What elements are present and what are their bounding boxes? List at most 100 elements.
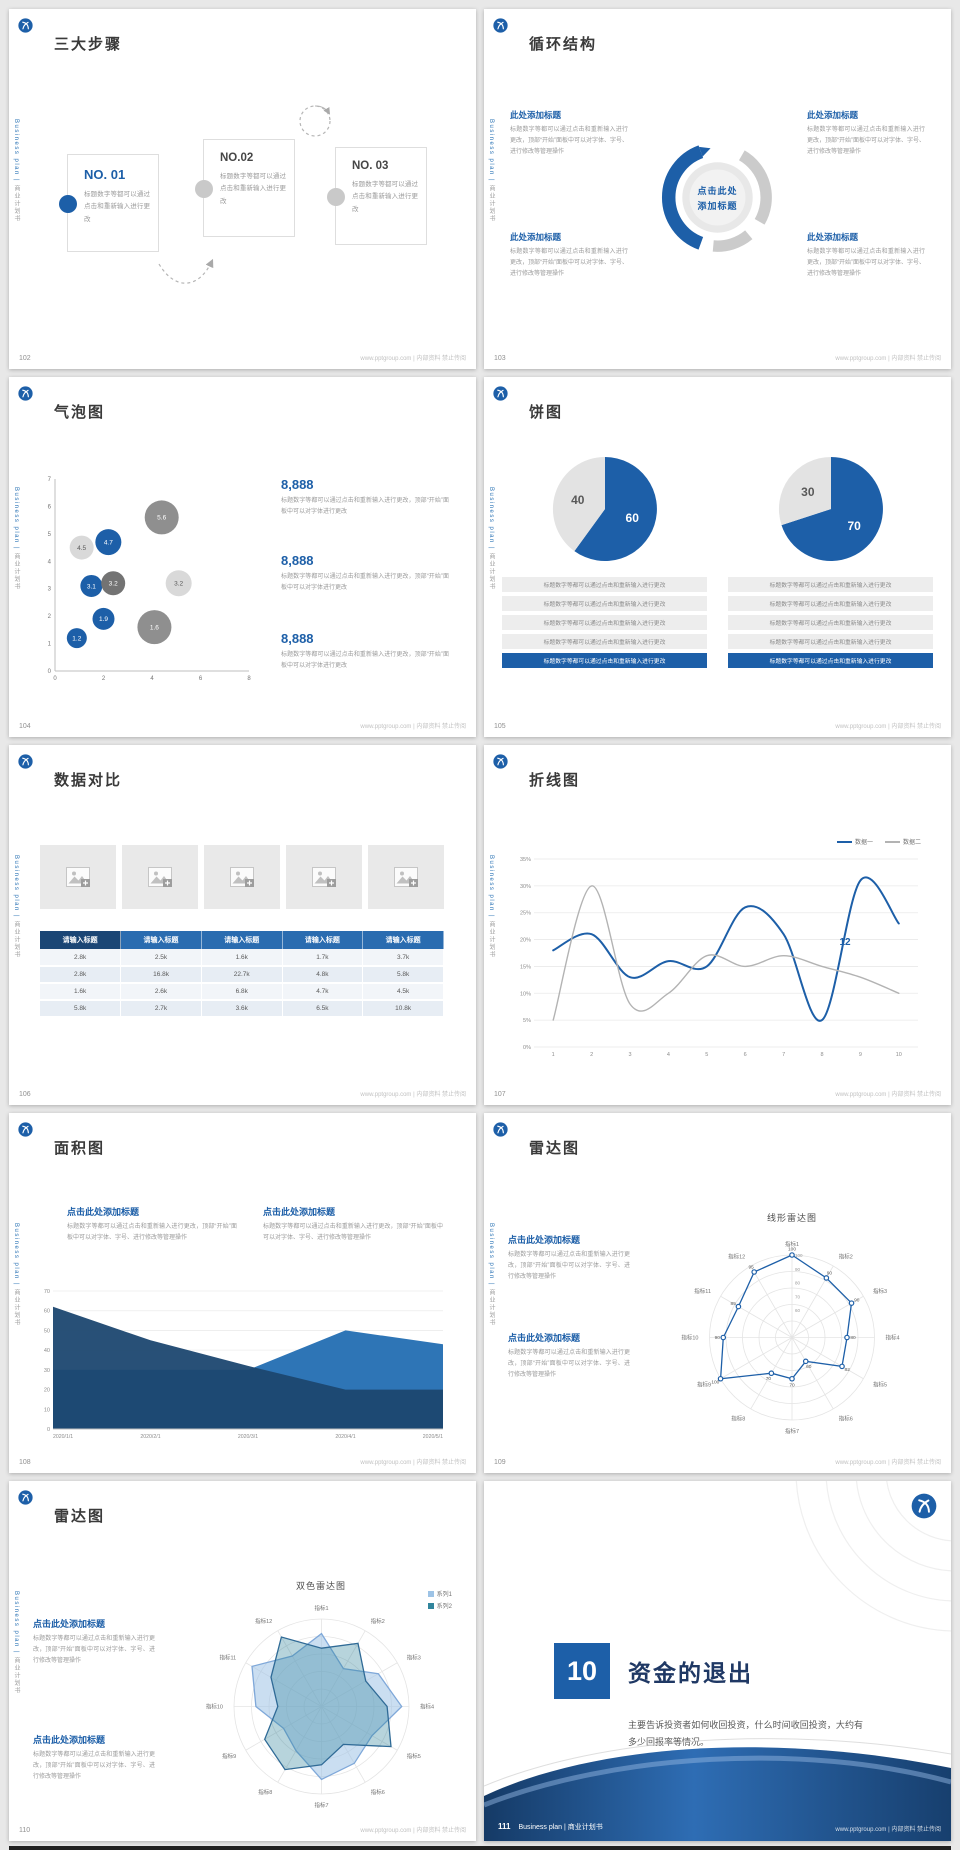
page-number: 107 bbox=[494, 1091, 506, 1098]
svg-text:4: 4 bbox=[150, 676, 154, 682]
svg-text:指标12: 指标12 bbox=[728, 1253, 745, 1261]
svg-text:0: 0 bbox=[47, 1427, 50, 1433]
svg-text:1: 1 bbox=[48, 642, 52, 648]
caption-row-highlight: 标题数字等都可以通过点击和重新输入进行更改 bbox=[502, 653, 707, 668]
brand-logo-icon bbox=[18, 754, 33, 769]
block-heading: 点击此处添加标题 bbox=[67, 1207, 140, 1217]
section-description: 主要告诉投资者如何收回投资，什么时间收回投资，大约有多少回报率等情况。 bbox=[628, 1720, 863, 1748]
step-text: 标题数字等都可以通过点击和重新输入进行更改 bbox=[220, 173, 286, 205]
sidebar-text-en: Business plan | bbox=[13, 119, 19, 186]
svg-text:6: 6 bbox=[48, 504, 52, 510]
slide-title: 雷达图 bbox=[54, 1508, 106, 1525]
line-chart-legend: 数据一 数据二 bbox=[836, 837, 921, 846]
page-number: 103 bbox=[494, 355, 506, 362]
block-text: 标题数字等都可以通过点击和重新输入进行更改，顶部“开始”面板中可以对字体、字号、… bbox=[508, 1252, 630, 1280]
block-text: 标题数字等都可以通过点击和重新输入进行更改，顶部“开始”面板中可以对字体、字号、… bbox=[510, 249, 628, 277]
svg-text:指标2: 指标2 bbox=[371, 1617, 385, 1625]
svg-text:80: 80 bbox=[795, 1281, 801, 1286]
svg-text:15%: 15% bbox=[520, 964, 531, 970]
svg-text:30: 30 bbox=[801, 485, 815, 499]
section-title: 资金的退出 bbox=[628, 1660, 753, 1686]
table-cell: 2.8k bbox=[40, 949, 122, 967]
page-number: 108 bbox=[19, 1459, 31, 1466]
footer-label: Business plan | 商业计划书 bbox=[518, 1824, 603, 1831]
sidebar-text-en: Business plan | bbox=[13, 1223, 19, 1290]
slide-title: 三大步骤 bbox=[54, 36, 123, 53]
caption-row: 标题数字等都可以通过点击和重新输入进行更改 bbox=[728, 634, 933, 649]
svg-text:60: 60 bbox=[795, 1308, 801, 1313]
svg-text:10: 10 bbox=[896, 1052, 902, 1058]
svg-text:6: 6 bbox=[199, 676, 203, 682]
svg-text:10: 10 bbox=[44, 1407, 50, 1413]
slide-title: 气泡图 bbox=[54, 404, 106, 421]
pie-column-left: 60 40 标题数字等都可以通过点击和重新输入进行更改 标题数字等都可以通过点击和… bbox=[502, 449, 707, 668]
brand-logo-icon bbox=[18, 1122, 33, 1137]
block-text: 标题数字等都可以通过点击和重新输入进行更改，顶部“开始”面板中可以对字体、字号、… bbox=[33, 1752, 155, 1780]
svg-text:2: 2 bbox=[48, 614, 52, 620]
footer-note: www.pptgroup.com | 内部资料 禁止传阅 bbox=[835, 356, 941, 362]
image-placeholder-row bbox=[40, 845, 444, 909]
brand-logo-icon bbox=[493, 18, 508, 33]
pie-chart: 60 40 bbox=[552, 456, 657, 561]
table-cell: 4.5k bbox=[362, 983, 444, 1001]
footer-note: www.pptgroup.com | 内部资料 禁止传阅 bbox=[360, 1092, 466, 1098]
svg-text:100: 100 bbox=[788, 1247, 796, 1253]
footer-note: www.pptgroup.com | 内部资料 禁止传阅 bbox=[360, 1460, 466, 1466]
sidebar-text-en: Business plan | bbox=[13, 487, 19, 554]
sidebar-vertical-text: Business plan | 商业计划书 bbox=[12, 1223, 21, 1327]
svg-text:8: 8 bbox=[820, 1052, 823, 1058]
block-text: 标题数字等都可以通过点击和重新输入进行更改，顶部“开始”面板中可以对字体、字号、… bbox=[263, 1224, 443, 1241]
page-number: 104 bbox=[19, 723, 31, 730]
image-icon bbox=[394, 867, 418, 887]
table-cell: 1.6k bbox=[201, 949, 283, 967]
radar-line-chart: 指标1 指标2 指标3 指标4 指标5 指标6 指标7 指标8 指标9 指标10 指标11 指标12 1… bbox=[681, 1240, 900, 1435]
caption-row: 标题数字等都可以通过点击和重新输入进行更改 bbox=[502, 634, 707, 649]
sidebar-vertical-text: Business plan | 商业计划书 bbox=[487, 487, 496, 591]
svg-text:指标9: 指标9 bbox=[222, 1752, 236, 1760]
table-header-cell: 请输入标题 bbox=[282, 931, 364, 949]
svg-text:指标5: 指标5 bbox=[873, 1380, 887, 1388]
table-header-cell: 请输入标题 bbox=[40, 931, 122, 949]
legend-label: 系列1 bbox=[436, 1592, 452, 1598]
svg-text:指标9: 指标9 bbox=[697, 1380, 711, 1388]
svg-text:指标11: 指标11 bbox=[694, 1287, 711, 1295]
cycle-center-line2: 添加标题 bbox=[697, 200, 738, 211]
bubble-stat: 8,888 标题数字等都可以通过点击和重新输入进行更改，顶部“开始”面板中可以对… bbox=[281, 477, 449, 518]
svg-text:指标6: 指标6 bbox=[371, 1788, 385, 1796]
footer-note: www.pptgroup.com | 内部资料 禁止传阅 bbox=[835, 1827, 941, 1833]
brand-logo-icon bbox=[493, 386, 508, 401]
stat-text: 标题数字等都可以通过点击和重新输入进行更改，顶部“开始”面板中可以对字体进行更改 bbox=[281, 498, 449, 515]
block-heading: 此处添加标题 bbox=[807, 110, 859, 120]
cycle-ring-graphic bbox=[662, 145, 772, 252]
svg-text:指标1: 指标1 bbox=[314, 1604, 328, 1612]
cycle-text-block: 此处添加标题 标题数字等都可以通过点击和重新输入进行更改，顶部“开始”面板中可以… bbox=[807, 231, 925, 279]
svg-text:指标5: 指标5 bbox=[407, 1752, 421, 1760]
section-heading-row: 10 资金的退出 bbox=[554, 1643, 753, 1699]
svg-text:3.2: 3.2 bbox=[109, 581, 118, 588]
footer-note: www.pptgroup.com | 内部资料 禁止传阅 bbox=[835, 1460, 941, 1466]
svg-text:指标4: 指标4 bbox=[886, 1334, 900, 1342]
slide-107: Business plan | 商业计划书 折线图 数据一 数据二 0% 5% 10… bbox=[484, 745, 951, 1105]
image-placeholder bbox=[286, 845, 362, 909]
slide-title: 面积图 bbox=[54, 1140, 106, 1157]
svg-text:60: 60 bbox=[806, 1364, 812, 1370]
table-cell: 4.8k bbox=[282, 966, 364, 984]
cycle-text-block: 此处添加标题 标题数字等都可以通过点击和重新输入进行更改，顶部“开始”面板中可以… bbox=[510, 231, 628, 279]
sidebar-vertical-text: Business plan | 商业计划书 bbox=[487, 855, 496, 959]
table-cell: 2.8k bbox=[40, 966, 122, 984]
svg-text:90: 90 bbox=[795, 1267, 801, 1272]
svg-text:4: 4 bbox=[667, 1052, 670, 1058]
sidebar-text-cn: 商业计划书 bbox=[13, 553, 19, 591]
radar-chart-title: 线形雷达图 bbox=[766, 1213, 818, 1223]
svg-text:0: 0 bbox=[48, 669, 52, 675]
step-number: NO. 01 bbox=[84, 167, 126, 182]
cycle-text-block: 此处添加标题 标题数字等都可以通过点击和重新输入进行更改，顶部“开始”面板中可以… bbox=[510, 109, 628, 157]
svg-text:3.1: 3.1 bbox=[87, 583, 96, 590]
svg-text:85: 85 bbox=[731, 1301, 737, 1307]
step-text: 标题数字等都可以通过点击和重新输入进行更改 bbox=[84, 191, 150, 223]
sidebar-text-en: Business plan | bbox=[488, 487, 494, 554]
svg-text:指标6: 指标6 bbox=[839, 1414, 853, 1422]
cycle-diagram: 点击此处 添加标题 bbox=[645, 125, 790, 270]
table-row: 2.8k 2.5k 1.6k 1.7k 3.7k bbox=[40, 949, 444, 967]
